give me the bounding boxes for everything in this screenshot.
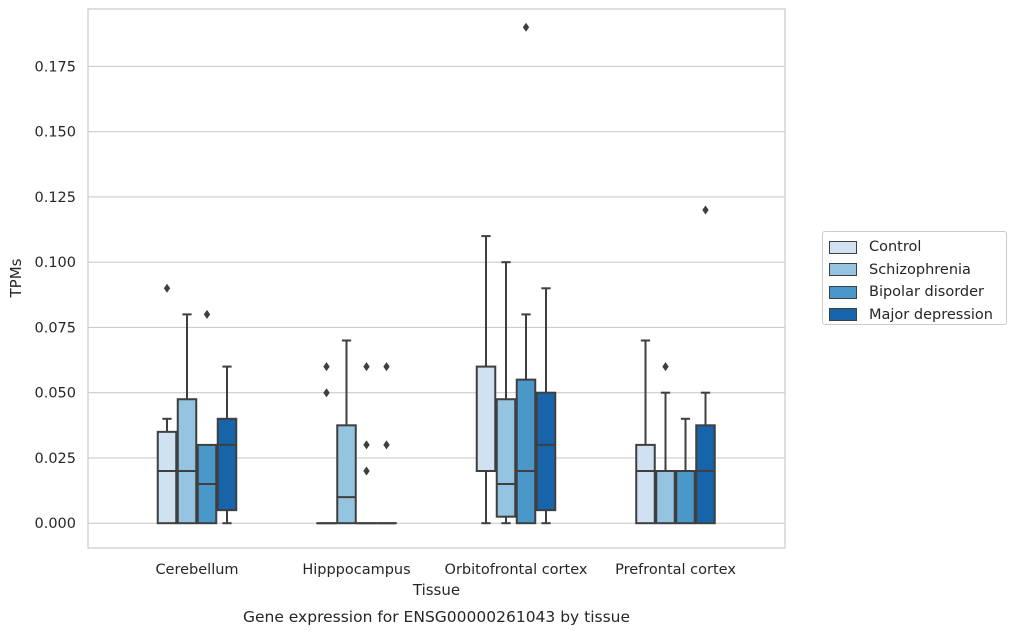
box-major-depression-prefrontal-cortex bbox=[695, 205, 716, 525]
legend-label-major-depression: Major depression bbox=[869, 306, 993, 323]
x-tick-label-cerebellum: Cerebellum bbox=[155, 562, 238, 578]
box-control-cerebellum bbox=[156, 283, 178, 525]
legend-item-major-depression: Major depression bbox=[829, 304, 1006, 327]
outlier-point bbox=[383, 362, 390, 372]
outlier-point bbox=[363, 466, 370, 476]
outlier-point bbox=[163, 283, 171, 293]
legend-label-schizophrenia: Schizophrenia bbox=[869, 261, 971, 278]
box-body bbox=[535, 391, 557, 512]
box-body bbox=[515, 378, 537, 525]
legend-swatch-control bbox=[829, 240, 857, 254]
legend-swatch-bipolar-disorder bbox=[829, 285, 857, 299]
box-body bbox=[336, 424, 357, 525]
x-axis-label: Tissue bbox=[412, 581, 460, 599]
box-major-depression-cerebellum bbox=[216, 365, 238, 525]
y-axis-label: TPMs bbox=[7, 258, 25, 298]
outlier-point bbox=[383, 440, 390, 450]
box-body bbox=[156, 430, 178, 525]
box-body bbox=[655, 470, 676, 525]
y-tick-label: 0.000 bbox=[34, 516, 76, 532]
box-body bbox=[495, 398, 517, 518]
box-layer bbox=[156, 22, 716, 525]
y-tick-label: 0.050 bbox=[34, 386, 76, 402]
legend: Control Schizophrenia Bipolar disorder M… bbox=[822, 231, 1007, 325]
x-tick-label-orbitofrontal-cortex: Orbitofrontal cortex bbox=[445, 562, 588, 578]
legend-item-bipolar-disorder: Bipolar disorder bbox=[829, 281, 1006, 304]
x-tick-label-hipppocampus: Hipppocampus bbox=[302, 562, 410, 578]
chart-caption: Gene expression for ENSG00000261043 by t… bbox=[243, 608, 630, 626]
box-schizophrenia-orbitofrontal-cortex bbox=[495, 261, 517, 525]
box-bipolar-disorder-orbitofrontal-cortex bbox=[515, 22, 537, 525]
box-schizophrenia-prefrontal-cortex bbox=[655, 362, 676, 525]
legend-label-control: Control bbox=[869, 239, 922, 256]
box-control-hipppocampus bbox=[316, 362, 337, 525]
box-major-depression-hipppocampus bbox=[376, 362, 397, 525]
box-bipolar-disorder-cerebellum bbox=[196, 309, 218, 525]
legend-item-control: Control bbox=[829, 236, 1006, 259]
x-tick-labels: Cerebellum Hipppocampus Orbitofrontal cort… bbox=[155, 562, 736, 578]
outlier-point bbox=[662, 362, 669, 372]
y-tick-label: 0.125 bbox=[34, 190, 76, 206]
box-major-depression-orbitofrontal-cortex bbox=[535, 287, 557, 525]
y-tick-label: 0.100 bbox=[34, 255, 76, 271]
box-schizophrenia-cerebellum bbox=[176, 313, 198, 525]
y-tick-label: 0.175 bbox=[34, 59, 76, 75]
y-tick-label: 0.150 bbox=[34, 125, 76, 141]
legend-swatch-schizophrenia bbox=[829, 263, 857, 277]
legend-item-schizophrenia: Schizophrenia bbox=[829, 259, 1006, 282]
box-body bbox=[216, 417, 238, 512]
x-tick-label-prefrontal-cortex: Prefrontal cortex bbox=[615, 562, 736, 578]
outlier-point bbox=[323, 388, 330, 398]
legend-label-bipolar-disorder: Bipolar disorder bbox=[869, 284, 984, 301]
box-body bbox=[635, 443, 656, 525]
legend-swatch-major-depression bbox=[829, 308, 857, 322]
plot-frame bbox=[87, 8, 786, 549]
box-body bbox=[475, 365, 497, 473]
box-control-prefrontal-cortex bbox=[635, 339, 656, 525]
outlier-point bbox=[203, 309, 211, 319]
box-body bbox=[695, 424, 716, 525]
y-tick-labels: 0.000 0.025 0.050 0.075 0.100 0.125 0.150 0.175 bbox=[34, 59, 76, 532]
y-tick-label: 0.075 bbox=[34, 320, 76, 336]
outlier-point bbox=[363, 440, 370, 450]
box-bipolar-disorder-hipppocampus bbox=[356, 362, 377, 525]
box-body bbox=[675, 470, 696, 525]
outlier-point bbox=[702, 205, 709, 215]
outlier-point bbox=[363, 362, 370, 372]
outlier-point bbox=[323, 362, 330, 372]
box-control-orbitofrontal-cortex bbox=[475, 235, 497, 525]
box-body bbox=[176, 398, 198, 525]
box-bipolar-disorder-prefrontal-cortex bbox=[675, 417, 696, 525]
outlier-point bbox=[522, 22, 530, 32]
y-tick-label: 0.025 bbox=[34, 451, 76, 467]
box-schizophrenia-hipppocampus bbox=[336, 339, 357, 525]
